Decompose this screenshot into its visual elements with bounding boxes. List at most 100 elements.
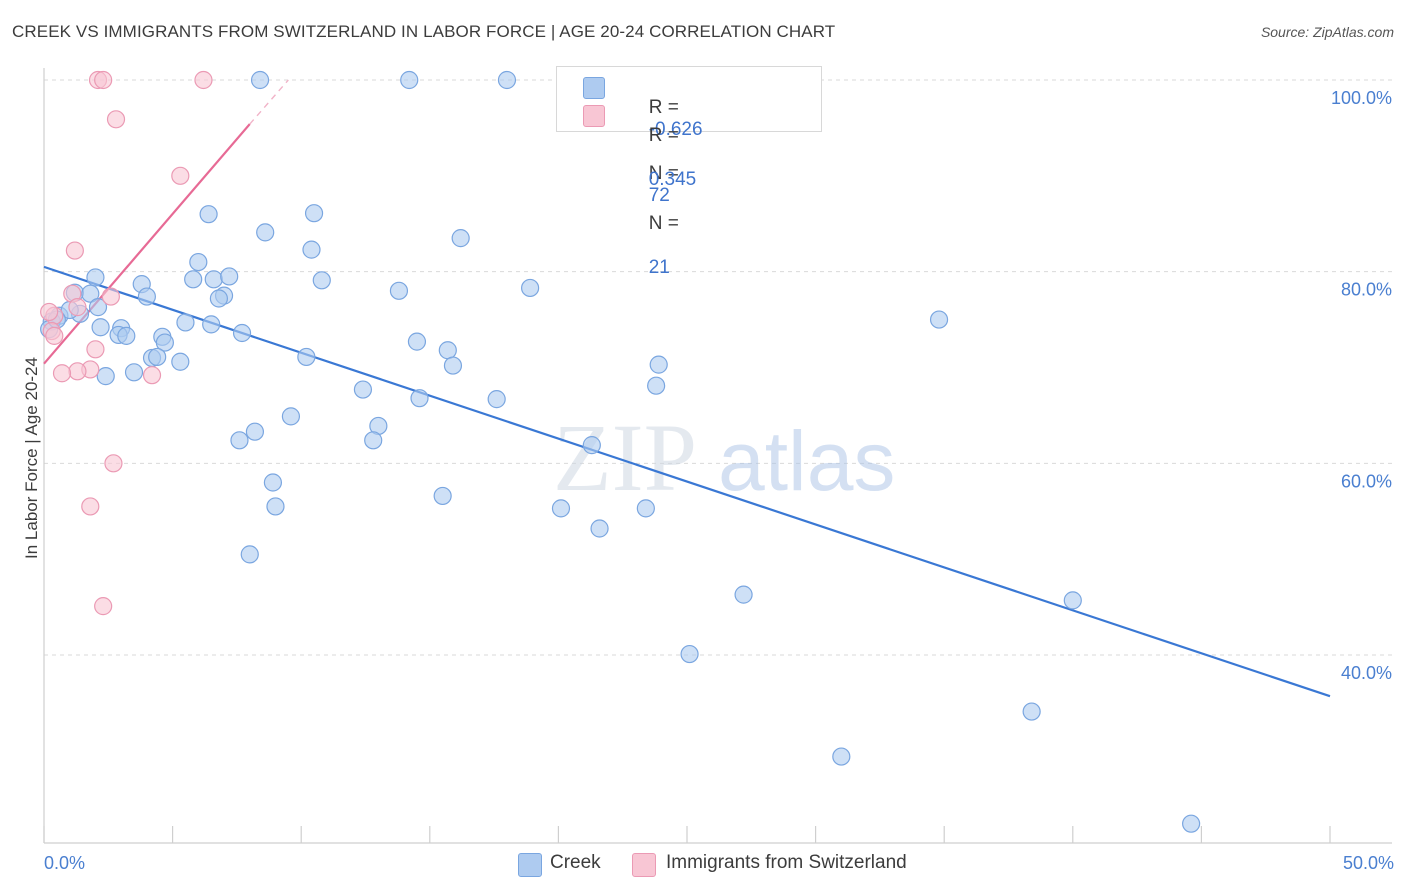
y-axis-label: In Labor Force | Age 20-24 (22, 357, 41, 559)
creek-point (636, 499, 655, 518)
creek-point (487, 390, 506, 409)
creek-point (400, 70, 419, 90)
swiss-point (94, 597, 113, 616)
legend-r-label-swiss: R = (648, 125, 679, 146)
swiss-point (81, 497, 100, 516)
swiss-point (45, 326, 64, 345)
y-tick-label: 60.0% (1341, 471, 1392, 491)
stats-legend: R = -0.626 N = 72 R = 0.345 N = 21 (556, 66, 822, 278)
creek-point (148, 347, 167, 367)
swiss-trend-extension (249, 79, 289, 125)
y-tick-label: 80.0% (1341, 280, 1392, 300)
creek-point (410, 389, 429, 408)
creek-point (256, 223, 275, 242)
creek-trend-line (43, 265, 1331, 698)
creek-point (245, 422, 265, 441)
swiss-point (52, 364, 72, 383)
bottom-legend-label-swiss: Immigrants from Switzerland (666, 852, 907, 873)
creek-point (124, 363, 144, 382)
swiss-point (104, 454, 123, 473)
watermark-atlas: atlas (718, 414, 895, 508)
creek-point (240, 545, 259, 564)
legend-n-label-swiss: N = (648, 213, 679, 234)
swiss-trend-line (43, 123, 251, 365)
creek-point (204, 270, 223, 289)
swiss-point (68, 362, 87, 381)
creek-point (389, 281, 409, 300)
swiss-point (106, 110, 126, 129)
x-tick-label: 0.0% (44, 853, 85, 873)
legend-r-value-creek: -0.626 (648, 119, 703, 140)
chart-title: CREEK VS IMMIGRANTS FROM SWITZERLAND IN … (12, 22, 836, 41)
creek-point (91, 318, 110, 337)
creek-point (250, 70, 270, 90)
creek-point (184, 270, 203, 289)
swiss-point (101, 287, 120, 306)
creek-point (364, 431, 383, 450)
y-tick-label: 40.0% (1341, 663, 1392, 683)
creek-point (171, 352, 190, 371)
creek-point (86, 268, 105, 287)
axes (43, 68, 1392, 844)
creek-point (232, 323, 252, 343)
creek-point (137, 287, 156, 306)
swiss-point (86, 340, 105, 359)
y-tick-label: 100.0% (1331, 88, 1392, 108)
watermark-zip: ZIP (553, 404, 697, 511)
creek-point (551, 499, 571, 518)
creek-point (263, 473, 283, 492)
tick-labels: 40.0% 60.0% 80.0% 100.0% 0.0% 50.0% (44, 88, 1394, 873)
creek-point (1182, 814, 1201, 833)
swiss-point (171, 166, 190, 185)
watermark: ZIP atlas (553, 404, 895, 511)
bottom-legend-swatch-swiss (632, 853, 656, 877)
creek-point (832, 747, 851, 766)
trend-lines (43, 79, 1331, 698)
creek-point (302, 240, 321, 259)
creek-point (407, 332, 427, 351)
creek-point (155, 333, 174, 352)
swiss-point (142, 366, 162, 385)
creek-point (312, 271, 331, 290)
legend-r-label-creek: R = (648, 97, 679, 118)
legend-r-value-swiss: 0.345 (648, 169, 697, 190)
legend-n-value-swiss: 21 (648, 257, 670, 278)
creek-point (649, 355, 668, 374)
creek-point (582, 436, 601, 455)
creek-point (521, 278, 540, 298)
gridlines (44, 79, 1392, 656)
creek-point (443, 356, 463, 375)
creek-point (590, 519, 609, 538)
creek-point (1063, 591, 1082, 610)
creek-point (680, 644, 699, 664)
bottom-legend-swatch-creek (518, 853, 542, 877)
legend-swatch-swiss (583, 105, 605, 127)
creek-point (304, 204, 324, 223)
creek-point (81, 284, 100, 303)
creek-point (88, 298, 108, 317)
creek-point (451, 229, 470, 248)
creek-point (734, 585, 753, 604)
x-tick-label: 50.0% (1343, 853, 1394, 873)
bottom-legend-label-creek: Creek (550, 852, 601, 873)
creek-point (438, 341, 457, 360)
creek-point (497, 70, 517, 90)
creek-point (209, 289, 228, 308)
source-credit: Source: ZipAtlas.com (1260, 24, 1394, 40)
swiss-point (94, 70, 113, 90)
creek-point (230, 431, 249, 450)
creek-point (96, 367, 115, 386)
data-points (40, 70, 1201, 833)
legend-n-value-creek: 72 (648, 185, 670, 206)
creek-point (929, 310, 949, 329)
creek-point (199, 205, 218, 224)
legend-n-label-creek: N = (648, 163, 679, 184)
creek-point (647, 376, 666, 395)
creek-point (176, 313, 195, 332)
creek-point (220, 267, 239, 286)
creek-point (266, 497, 285, 516)
creek-point (1022, 702, 1041, 721)
swiss-point (68, 298, 87, 317)
creek-point (202, 315, 221, 334)
